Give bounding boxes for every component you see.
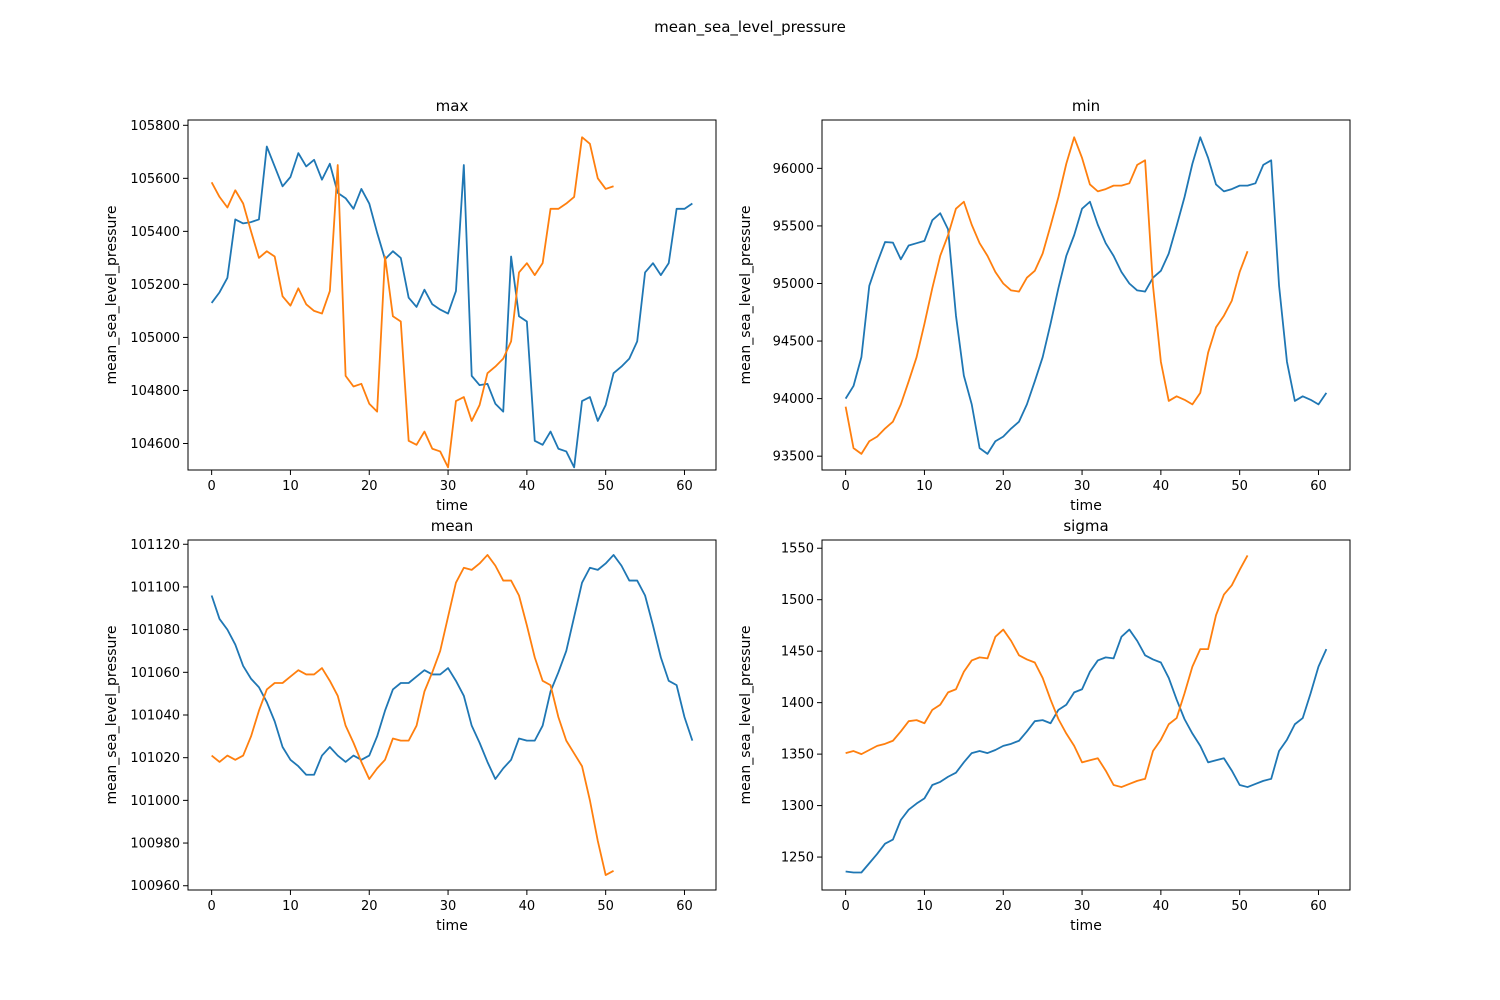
series-line-mean-1 (210, 554, 694, 780)
x-tick-label-min: 10 (916, 479, 933, 494)
x-tick-label-mean: 10 (282, 899, 299, 914)
figure-title: mean_sea_level_pressure (654, 18, 846, 37)
y-tick-label-mean: 101060 (130, 666, 180, 681)
x-tick-label-sigma: 10 (916, 899, 933, 914)
y-tick-label-mean: 100980 (130, 837, 180, 852)
y-tick-label-max: 105000 (130, 331, 180, 346)
x-tick-label-min: 30 (1074, 479, 1091, 494)
x-tick-label-sigma: 60 (1310, 899, 1327, 914)
x-tick-label-sigma: 30 (1074, 899, 1091, 914)
y-tick-label-sigma: 1400 (781, 696, 814, 711)
y-tick-label-min: 94500 (773, 335, 814, 350)
subplot-max: 0 10 20 30 40 50 60 104600 104800 105000 105200 105… (104, 97, 717, 514)
x-tick-label-max: 0 (208, 479, 216, 494)
y-tick-label-min: 94000 (773, 392, 814, 407)
y-tick-label-sigma: 1350 (781, 748, 814, 763)
x-axis-label-mean: time (436, 918, 468, 934)
x-tick-label-sigma: 0 (842, 899, 850, 914)
x-tick-label-min: 60 (1310, 479, 1327, 494)
axes-frame-max (187, 119, 717, 471)
y-tick-label-max: 105400 (130, 225, 180, 240)
x-tick-label-mean: 50 (597, 899, 614, 914)
subplot-mean: 0 10 20 30 40 50 60 100960 100980 101000 101020 101… (104, 517, 717, 934)
y-tick-label-min: 95500 (773, 219, 814, 234)
y-tick-label-sigma: 1550 (781, 542, 814, 557)
series-line-min-1 (844, 136, 1328, 455)
x-tick-label-min: 0 (842, 479, 850, 494)
series-line-max-2 (210, 136, 614, 469)
x-tick-label-mean: 20 (361, 899, 378, 914)
x-axis-label-max: time (436, 498, 468, 514)
axes-frame-min (821, 119, 1351, 471)
x-tick-label-min: 40 (1153, 479, 1170, 494)
axes-frame-mean (187, 539, 717, 891)
y-axis-label-min: mean_sea_level_pressure (738, 206, 754, 385)
axes-frame-sigma (821, 539, 1351, 891)
panel-title-min: min (1072, 97, 1100, 115)
y-tick-label-mean: 101000 (130, 794, 180, 809)
y-tick-label-sigma: 1500 (781, 593, 814, 608)
y-tick-label-min: 96000 (773, 162, 814, 177)
x-tick-label-mean: 40 (519, 899, 536, 914)
subplot-min: 0 10 20 30 40 50 60 93500 94000 94500 95000 95500 96… (738, 97, 1351, 514)
series-line-mean-2 (211, 554, 614, 876)
x-tick-label-mean: 60 (676, 899, 693, 914)
y-tick-label-max: 104600 (130, 437, 180, 452)
x-tick-label-mean: 30 (440, 899, 457, 914)
y-tick-label-max: 104800 (130, 384, 180, 399)
y-tick-label-mean: 101040 (130, 709, 180, 724)
x-tick-label-max: 20 (361, 479, 378, 494)
series-line-sigma-1 (845, 628, 1328, 874)
x-tick-label-max: 50 (597, 479, 614, 494)
x-tick-label-max: 40 (519, 479, 536, 494)
y-tick-label-mean: 101020 (130, 751, 180, 766)
y-tick-label-mean: 101080 (130, 623, 180, 638)
panel-title-max: max (436, 97, 469, 115)
x-axis-label-min: time (1070, 498, 1102, 514)
y-tick-label-sigma: 1450 (781, 645, 814, 660)
x-tick-label-sigma: 50 (1231, 899, 1248, 914)
x-tick-label-max: 30 (440, 479, 457, 494)
x-tick-label-min: 50 (1231, 479, 1248, 494)
panel-title-mean: mean (431, 517, 474, 535)
y-tick-label-max: 105600 (130, 172, 180, 187)
series-line-sigma-2 (845, 555, 1249, 788)
series-line-max-1 (210, 145, 693, 469)
subplot-grid: 0 10 20 30 40 50 60104600104800105000105200105… (104, 97, 1351, 934)
y-tick-label-min: 93500 (773, 450, 814, 465)
y-axis-label-max: mean_sea_level_pressure (104, 206, 120, 385)
y-tick-label-sigma: 1250 (781, 851, 814, 866)
y-tick-label-mean: 101120 (130, 538, 180, 553)
x-tick-label-max: 60 (676, 479, 693, 494)
y-tick-label-max: 105200 (130, 278, 180, 293)
x-tick-label-sigma: 20 (995, 899, 1012, 914)
series-line-min-2 (844, 136, 1249, 455)
x-tick-label-max: 10 (282, 479, 299, 494)
x-tick-label-mean: 0 (208, 899, 216, 914)
y-tick-label-mean: 101100 (130, 580, 180, 595)
y-tick-label-mean: 100960 (130, 879, 180, 894)
panel-title-sigma: sigma (1063, 517, 1108, 535)
subplot-sigma: 0 10 20 30 40 50 60 1250 1300 1350 1400 1450 1500 155… (738, 517, 1351, 934)
y-tick-label-sigma: 1300 (781, 799, 814, 814)
x-axis-label-sigma: time (1070, 918, 1102, 934)
y-tick-label-min: 95000 (773, 277, 814, 292)
y-axis-label-sigma: mean_sea_level_pressure (738, 626, 754, 805)
x-tick-label-sigma: 40 (1153, 899, 1170, 914)
x-tick-label-min: 20 (995, 479, 1012, 494)
y-tick-label-max: 105800 (130, 119, 180, 134)
y-axis-label-mean: mean_sea_level_pressure (104, 626, 120, 805)
